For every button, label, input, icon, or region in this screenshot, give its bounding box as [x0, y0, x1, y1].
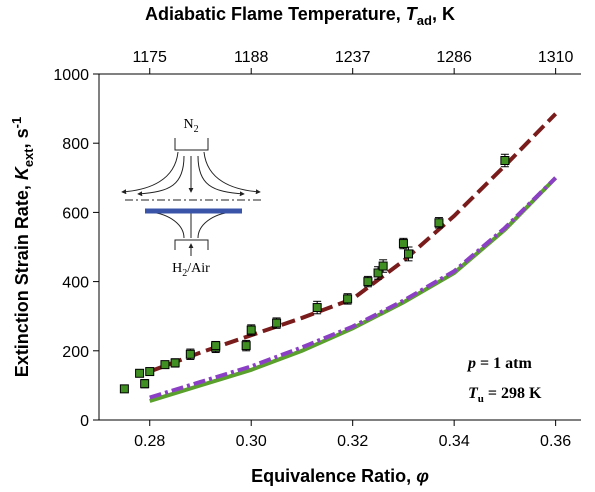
data-point — [140, 379, 150, 389]
y-tick-label: 1000 — [53, 67, 89, 84]
data-point — [434, 218, 444, 228]
data-point — [185, 349, 195, 359]
data-point — [135, 368, 145, 378]
y-tick-label: 800 — [62, 136, 89, 153]
y-tick-label: 600 — [62, 205, 89, 222]
x2-tick-label: 1286 — [436, 49, 472, 66]
label-part: /Air — [187, 261, 210, 276]
x2-axis-label: Adiabatic Flame Temperature, Tad, K — [145, 4, 455, 28]
label-sub: 2 — [182, 268, 187, 279]
x-tick-label: 0.28 — [134, 433, 165, 450]
x2-tick-label: 1175 — [133, 49, 168, 66]
line-series — [149, 176, 558, 400]
x-axis-label: Equivalence Ratio, φ — [251, 466, 429, 486]
label-part: N — [183, 117, 193, 132]
data-point — [378, 261, 388, 271]
label-sup: -1 — [9, 117, 24, 129]
data-point — [312, 303, 322, 313]
label-sub: 2 — [194, 124, 199, 135]
label-part: H — [172, 261, 182, 276]
label-sub: ext — [21, 148, 36, 167]
inset-top-label: N2 — [183, 117, 198, 135]
annotation: Tu = 298 K — [468, 385, 542, 405]
data-point — [398, 239, 408, 249]
data-point — [403, 249, 413, 259]
data-point — [170, 358, 180, 368]
y-tick-label: 200 — [62, 344, 89, 361]
annotation: p = 1 atm — [466, 355, 532, 372]
data-point — [373, 268, 383, 278]
label-part: p — [466, 355, 476, 372]
x2-tick-label: 1188 — [234, 49, 269, 66]
data-point — [272, 318, 282, 328]
label-part: K — [12, 165, 32, 180]
label-part: T — [468, 385, 479, 402]
data-point — [241, 341, 251, 351]
label-part: T — [406, 4, 419, 24]
y-tick-label: 0 — [80, 413, 89, 430]
x2-tick-label: 1310 — [538, 49, 574, 66]
data-point — [145, 367, 155, 377]
data-point — [363, 277, 373, 287]
label-part: φ — [416, 466, 429, 486]
x-tick-label: 0.34 — [439, 433, 470, 450]
inset-bottom-label: H2/Air — [172, 261, 210, 279]
data-point — [211, 341, 221, 351]
inset-diagram — [121, 138, 262, 256]
y-axis-label: Extinction Strain Rate, Kext, s-1 — [9, 117, 36, 377]
data-point — [500, 156, 510, 165]
data-point — [246, 325, 256, 335]
label-part: Adiabatic Flame Temperature, — [145, 4, 406, 24]
data-point — [343, 294, 353, 304]
x-tick-label: 0.32 — [337, 433, 368, 450]
line-series — [149, 112, 558, 374]
label-part: = 298 K — [484, 385, 542, 402]
label-part: = 1 atm — [476, 355, 532, 372]
x2-tick-label: 1237 — [335, 49, 371, 66]
label-sub: u — [478, 393, 484, 405]
x-tick-label: 0.30 — [236, 433, 267, 450]
y-tick-label: 400 — [62, 275, 89, 292]
label-part: , K — [432, 4, 455, 24]
x-tick-label: 0.36 — [540, 433, 571, 450]
label-part: Extinction Strain Rate, — [12, 180, 32, 377]
label-part: , s — [12, 128, 32, 148]
label-part: Equivalence Ratio, — [251, 466, 416, 486]
label-sub: ad — [417, 13, 432, 28]
data-point — [160, 360, 170, 370]
data-point — [119, 384, 129, 394]
